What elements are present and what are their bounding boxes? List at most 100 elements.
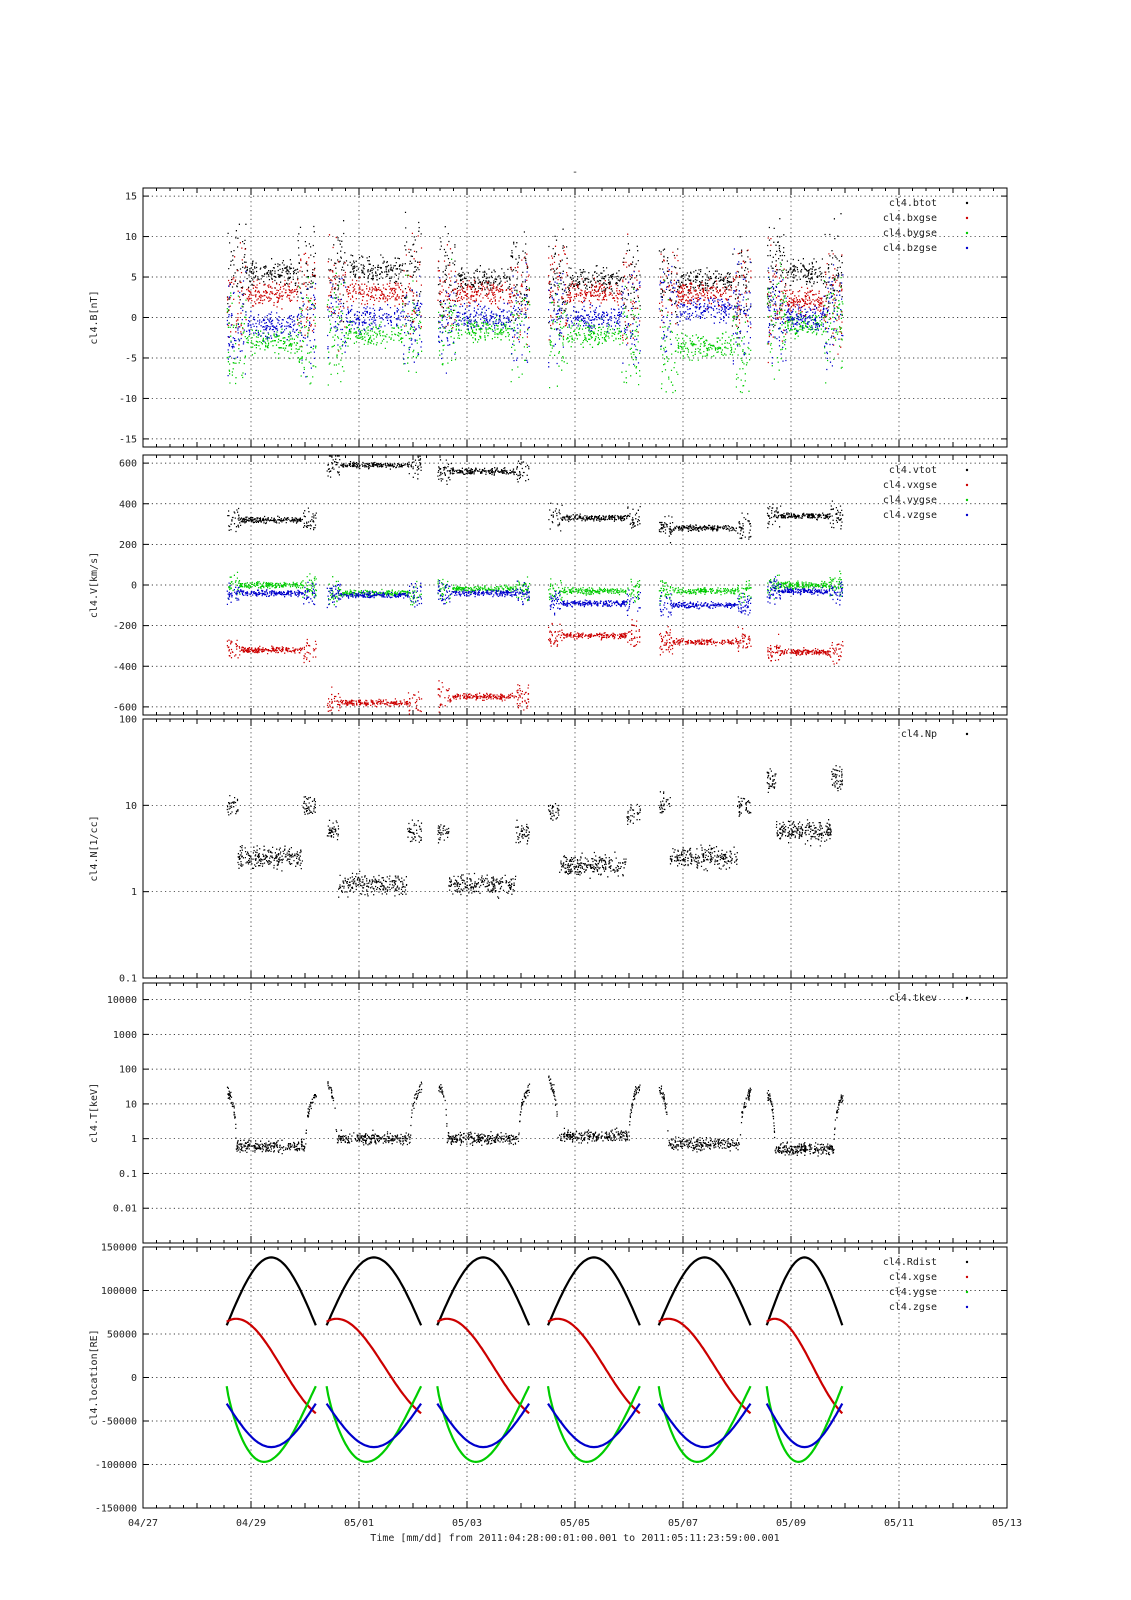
y-tick-label: -150000	[95, 1504, 137, 1515]
series-vzgse	[226, 576, 843, 618]
legend-label: cl4.Np	[901, 729, 937, 740]
y-tick-label: 1000	[113, 1030, 137, 1041]
series-vtot	[227, 455, 844, 544]
legend-label: cl4.tkev	[889, 993, 937, 1004]
panel-frame	[142, 187, 1008, 448]
panel-location: -150000 -100000 -50000 0 50000 100000 150000 cl…	[89, 1243, 1008, 1515]
y-axis-label: cl4.T[keV]	[89, 1083, 100, 1143]
y-tick-label: 0.1	[119, 974, 137, 985]
y-tick-label: -50000	[101, 1417, 137, 1428]
x-tick-label: 05/03	[452, 1518, 482, 1529]
y-tick-label: 200	[119, 540, 137, 551]
panel-magnetic-field: -15 -10 -5 0 5 10 15 cl4.B[nT] cl4.btot cl4.bxgse…	[89, 187, 1008, 448]
y-tick-label: 0.1	[119, 1169, 137, 1180]
series-xgse	[226, 1317, 844, 1415]
y-tick-label: 150000	[101, 1243, 137, 1254]
series-vygse	[227, 570, 844, 606]
legend-marker	[965, 1275, 969, 1279]
y-tick-label: 10000	[107, 995, 137, 1006]
y-tick-label: 100	[119, 715, 137, 726]
legend-label: cl4.ygse	[889, 1287, 937, 1298]
y-axis-label: cl4.V[km/s]	[89, 552, 100, 618]
series-bygse	[226, 258, 844, 394]
legend-label: cl4.vygse	[883, 495, 937, 506]
panel-frame	[142, 1246, 1008, 1509]
y-tick-label: -200	[113, 621, 137, 632]
y-tick-label: 400	[119, 499, 137, 510]
x-tick-label: 05/11	[884, 1518, 914, 1529]
legend-label: cl4.bzgse	[883, 243, 937, 254]
panel-frame	[142, 718, 1008, 979]
legend-marker	[965, 246, 969, 250]
y-tick-label: 0	[131, 313, 137, 324]
y-axis-label: cl4.location[RE]	[89, 1329, 100, 1425]
series-ygse	[225, 1385, 844, 1464]
x-tick-label: 04/29	[236, 1518, 266, 1529]
series-btot	[226, 211, 843, 339]
y-tick-label: 600	[119, 459, 137, 470]
legend-label: cl4.Rdist	[883, 1257, 937, 1268]
legend-marker	[965, 483, 969, 487]
legend-label: cl4.btot	[889, 198, 937, 209]
y-tick-label: 100000	[101, 1286, 137, 1297]
x-axis-title: Time [mm/dd] from 2011:04:28:00:01:00.00…	[370, 1533, 779, 1544]
legend-label: cl4.bygse	[883, 228, 937, 239]
legend-marker	[965, 1305, 969, 1309]
panel-frame	[142, 982, 1008, 1244]
legend-marker	[965, 201, 969, 205]
legend-label: cl4.vzgse	[883, 510, 937, 521]
y-tick-label: -600	[113, 702, 137, 713]
series-bxgse	[226, 232, 843, 364]
x-tick-label: 05/09	[776, 1518, 806, 1529]
y-tick-label: 0.01	[113, 1204, 137, 1215]
x-tick-label: 05/01	[344, 1518, 374, 1529]
panel-temperature: 0.01 0.1 1 10 100 1000 10000 cl4.T[keV] cl4.tkev	[89, 982, 1008, 1244]
y-axis-label: cl4.N[1/cc]	[89, 815, 100, 881]
series-zgse	[225, 1402, 844, 1449]
series-Rdist	[225, 1256, 844, 1326]
y-tick-label: 1	[131, 887, 137, 898]
x-tick-label: 05/13	[992, 1518, 1022, 1529]
y-axis-label: cl4.B[nT]	[89, 290, 100, 344]
legend-marker	[965, 216, 969, 220]
legend-label: cl4.zgse	[889, 1302, 937, 1313]
y-tick-label: 1	[131, 1134, 137, 1145]
y-tick-label: 10	[125, 1099, 137, 1110]
legend-label: cl4.xgse	[889, 1272, 937, 1283]
panel-frame	[142, 454, 1008, 716]
legend-label: cl4.vtot	[889, 465, 937, 476]
y-tick-label: -10	[119, 394, 137, 405]
legend-marker	[965, 231, 969, 235]
legend-label: cl4.vxgse	[883, 480, 937, 491]
y-tick-label: 100	[119, 1065, 137, 1076]
series-tkev	[226, 1075, 844, 1157]
y-tick-label: 10	[125, 232, 137, 243]
legend-marker	[965, 468, 969, 472]
panel-density: 0.1 1 10 100 cl4.N[1/cc] cl4.Np	[89, 715, 1008, 985]
figure-top-mark: -	[572, 167, 578, 178]
x-tick-label: 04/27	[128, 1518, 158, 1529]
legend-marker	[965, 1290, 969, 1294]
legend-marker	[965, 513, 969, 517]
legend-label: cl4.bxgse	[883, 213, 937, 224]
legend-marker	[965, 498, 969, 502]
series-bzgse	[226, 248, 844, 378]
series-Np	[226, 765, 843, 899]
x-tick-label: 05/07	[668, 1518, 698, 1529]
y-tick-label: -400	[113, 662, 137, 673]
x-tick-label: 05/05	[560, 1518, 590, 1529]
y-tick-label: -5	[125, 353, 137, 364]
legend-marker	[965, 1260, 969, 1264]
y-tick-label: -100000	[95, 1460, 137, 1471]
y-tick-label: -15	[119, 434, 137, 445]
y-tick-label: 10	[125, 801, 137, 812]
legend-marker	[965, 996, 969, 1000]
legend-marker	[965, 732, 969, 736]
y-tick-label: 15	[125, 192, 137, 203]
y-tick-label: 0	[131, 1373, 137, 1384]
y-tick-label: 5	[131, 273, 137, 284]
x-axis: 04/27 04/29 05/01 05/03 05/05 05/07 05/09 05/11…	[128, 1518, 1022, 1529]
panel-velocity: -600 -400 -200 0 200 400 600 cl4.V[km/s] cl4.vto…	[89, 454, 1008, 716]
y-tick-label: 50000	[107, 1330, 137, 1341]
